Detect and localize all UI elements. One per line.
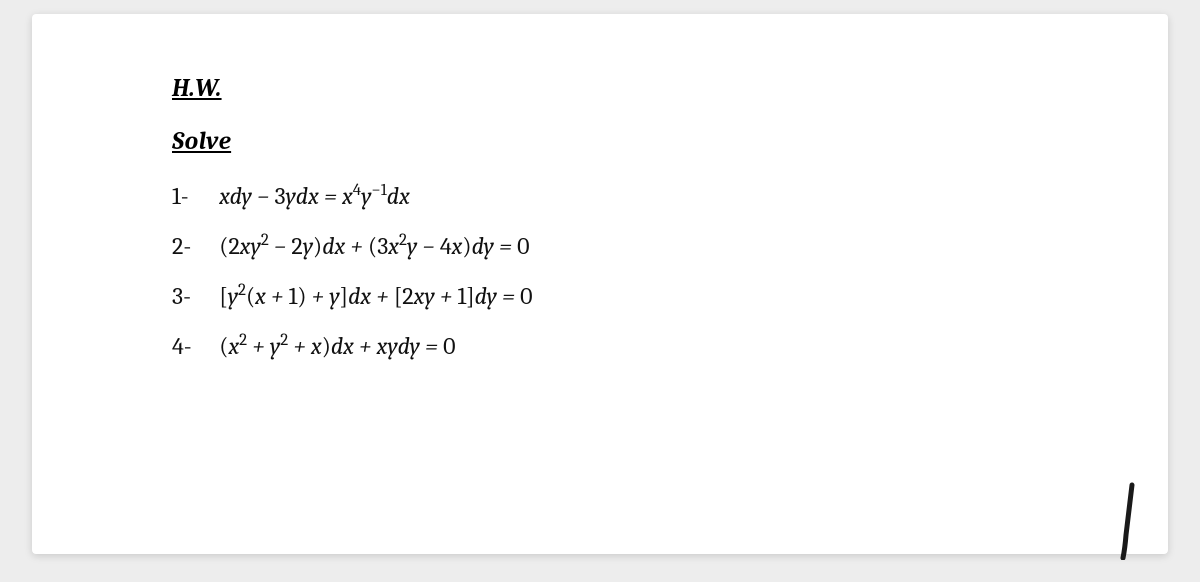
problem-4: 4- (x2 + y2 + x)dx + xydy = 0 xyxy=(172,332,1108,360)
problem-2: 2- (2xy2 − 2y)dx + (3x2y − 4x)dy = 0 xyxy=(172,232,1108,260)
problem-2-equation: (2xy2 − 2y)dx + (3x2y − 4x)dy = 0 xyxy=(219,232,529,260)
heading-hw: H.W. xyxy=(172,74,1108,103)
stray-pen-mark xyxy=(1112,480,1142,560)
problem-1: 1- xdy − 3ydx = x4y−1dx xyxy=(172,182,1108,210)
problem-2-number: 2- xyxy=(172,232,214,260)
problem-4-equation: (x2 + y2 + x)dx + xydy = 0 xyxy=(219,332,455,360)
heading-solve: Solve xyxy=(172,127,1108,156)
content-block: H.W. Solve 1- xdy − 3ydx = x4y−1dx 2- (2… xyxy=(172,74,1108,382)
problem-3: 3- [y2(x + 1) + y]dx + [2xy + 1]dy = 0 xyxy=(172,282,1108,310)
problem-3-number: 3- xyxy=(172,282,214,310)
document-page: H.W. Solve 1- xdy − 3ydx = x4y−1dx 2- (2… xyxy=(32,14,1168,554)
problem-4-number: 4- xyxy=(172,332,214,360)
problem-3-equation: [y2(x + 1) + y]dx + [2xy + 1]dy = 0 xyxy=(219,282,532,310)
problem-1-number: 1- xyxy=(172,182,214,210)
problem-1-equation: xdy − 3ydx = x4y−1dx xyxy=(219,182,410,210)
